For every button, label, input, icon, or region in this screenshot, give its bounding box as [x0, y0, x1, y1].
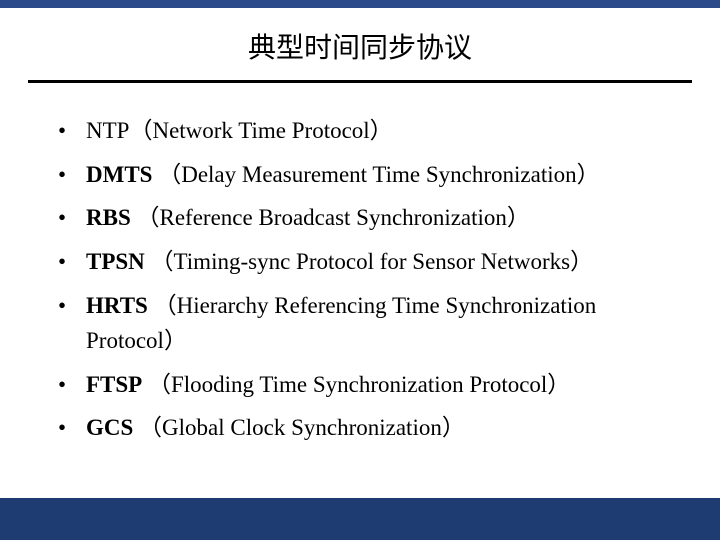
list-item: FTSP （Flooding Time Synchronization Prot… [58, 367, 680, 403]
slide-title: 典型时间同步协议 [0, 26, 720, 66]
protocol-desc: （Global Clock Synchronization） [133, 415, 465, 440]
list-item: RBS （Reference Broadcast Synchronization… [58, 200, 680, 236]
top-accent-bar [0, 0, 720, 8]
protocol-desc: （Network Time Protocol） [129, 118, 392, 143]
protocol-abbr: NTP [86, 118, 129, 143]
protocol-abbr: GCS [86, 415, 133, 440]
list-item: HRTS （Hierarchy Referencing Time Synchro… [58, 288, 680, 359]
bottom-accent-bar [0, 498, 720, 540]
protocol-desc: （Reference Broadcast Synchronization） [131, 205, 530, 230]
content-area: NTP（Network Time Protocol） DMTS （Delay M… [0, 83, 720, 446]
protocol-desc: （Flooding Time Synchronization Protocol） [142, 372, 570, 397]
protocol-abbr: DMTS [86, 162, 152, 187]
list-item: GCS （Global Clock Synchronization） [58, 410, 680, 446]
list-item: DMTS （Delay Measurement Time Synchroniza… [58, 157, 680, 193]
protocol-list: NTP（Network Time Protocol） DMTS （Delay M… [58, 113, 680, 446]
protocol-desc: （Timing-sync Protocol for Sensor Network… [145, 249, 593, 274]
protocol-desc: （Hierarchy Referencing Time Synchronizat… [86, 293, 596, 354]
title-container: 典型时间同步协议 [0, 8, 720, 80]
list-item: TPSN （Timing-sync Protocol for Sensor Ne… [58, 244, 680, 280]
protocol-abbr: TPSN [86, 249, 145, 274]
protocol-abbr: RBS [86, 205, 131, 230]
protocol-abbr: FTSP [86, 372, 142, 397]
protocol-desc: （Delay Measurement Time Synchronization） [152, 162, 599, 187]
list-item: NTP（Network Time Protocol） [58, 113, 680, 149]
protocol-abbr: HRTS [86, 293, 148, 318]
